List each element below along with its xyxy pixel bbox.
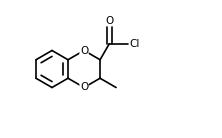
Text: O: O [80,46,88,55]
Text: O: O [105,16,113,26]
Text: Cl: Cl [129,39,140,49]
Text: O: O [80,83,88,92]
